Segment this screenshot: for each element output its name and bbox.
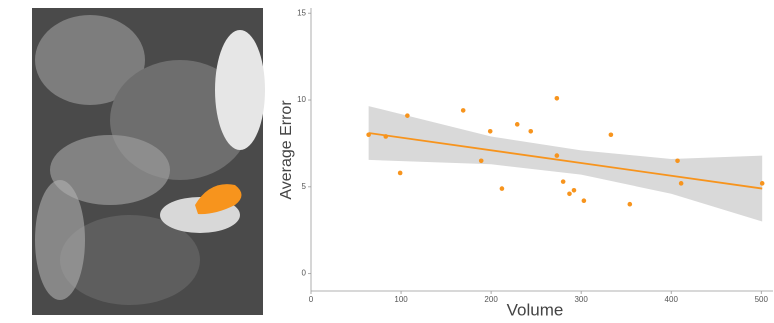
point [398, 171, 403, 176]
y-axis-title: Average Error [278, 100, 295, 200]
point [760, 181, 765, 186]
point [582, 198, 587, 203]
y-tick-label: 15 [297, 8, 306, 17]
page: Volume Average Error 0 5 10 15 0 100 200 300 400… [0, 0, 774, 323]
x-tick-label: 0 [309, 295, 314, 304]
y-tick-label: 10 [297, 95, 306, 104]
point [555, 96, 560, 101]
point [679, 181, 684, 186]
point [500, 186, 505, 191]
y-tick-label: 0 [302, 269, 307, 278]
point [561, 179, 566, 184]
x-tick-label: 100 [394, 295, 408, 304]
point [675, 158, 680, 163]
point [461, 108, 466, 113]
point [405, 113, 410, 118]
x-tick-label: 500 [755, 295, 769, 304]
x-tick-label: 200 [484, 295, 498, 304]
point [515, 122, 520, 127]
x-tick-label: 300 [574, 295, 588, 304]
point [479, 158, 484, 163]
point [528, 129, 533, 134]
point [383, 134, 388, 139]
mri-image [32, 8, 265, 315]
x-tick-label: 400 [665, 295, 679, 304]
x-axis-title: Volume [507, 300, 564, 319]
point [555, 153, 560, 158]
point [488, 129, 493, 134]
point [366, 132, 371, 137]
point [628, 202, 633, 207]
point [609, 132, 614, 137]
point [567, 191, 572, 196]
y-tick-label: 5 [302, 182, 307, 191]
confidence-band [369, 106, 763, 221]
figure: Volume Average Error 0 5 10 15 0 100 200 300 400… [0, 0, 774, 323]
point [572, 188, 577, 193]
